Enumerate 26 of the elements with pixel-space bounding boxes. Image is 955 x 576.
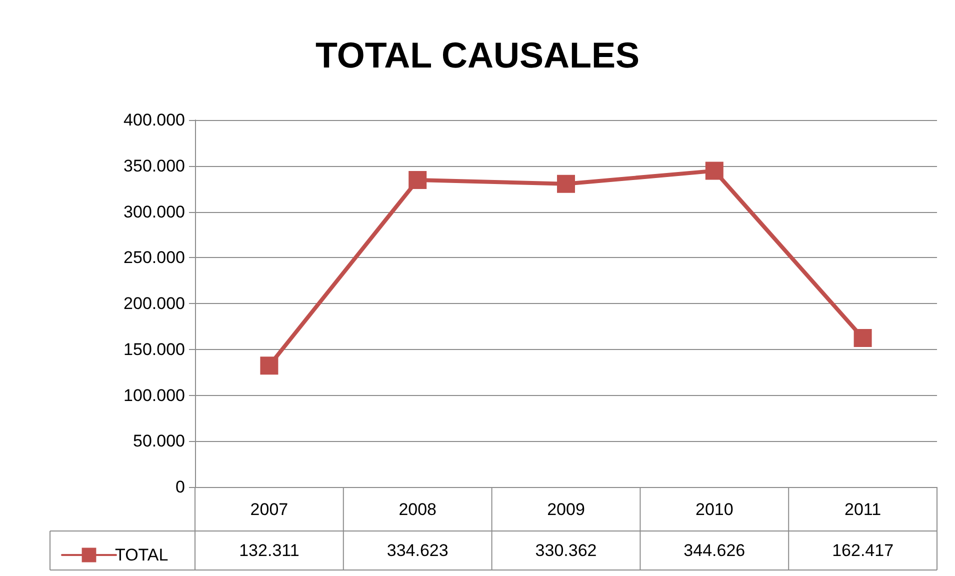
- data-label: 162.417: [832, 541, 894, 560]
- legend-label: TOTAL: [115, 546, 168, 564]
- point: [408, 170, 427, 189]
- y-tick-label: 350.000: [124, 156, 185, 176]
- y-tick-label: 400.000: [124, 110, 185, 130]
- y-tick-label: 300.000: [124, 202, 185, 222]
- y-tick-label: 100.000: [124, 386, 185, 405]
- data-label: 344.626: [684, 541, 746, 560]
- y-tick-label: 150.000: [124, 340, 185, 359]
- x-tick-label: 2010: [695, 500, 734, 519]
- point: [705, 162, 724, 180]
- x-tick-label: 2011: [844, 500, 882, 519]
- chart-title: TOTAL CAUSALES: [315, 34, 640, 76]
- data-label: 334.623: [386, 541, 448, 560]
- x-tick-label: 2009: [547, 500, 585, 519]
- data-label: 330.362: [535, 541, 597, 560]
- point: [557, 174, 575, 193]
- x-tick-label: 2007: [250, 500, 288, 519]
- x-tick-label: 2008: [398, 500, 437, 519]
- point: [260, 356, 278, 375]
- y-tick-label: 50.000: [133, 432, 185, 451]
- data-label: 132.311: [239, 541, 300, 560]
- y-tick-label: 250.000: [124, 248, 185, 268]
- point: [854, 328, 872, 347]
- y-tick-label: 200.000: [124, 294, 185, 313]
- y-tick-label: 0: [176, 478, 185, 496]
